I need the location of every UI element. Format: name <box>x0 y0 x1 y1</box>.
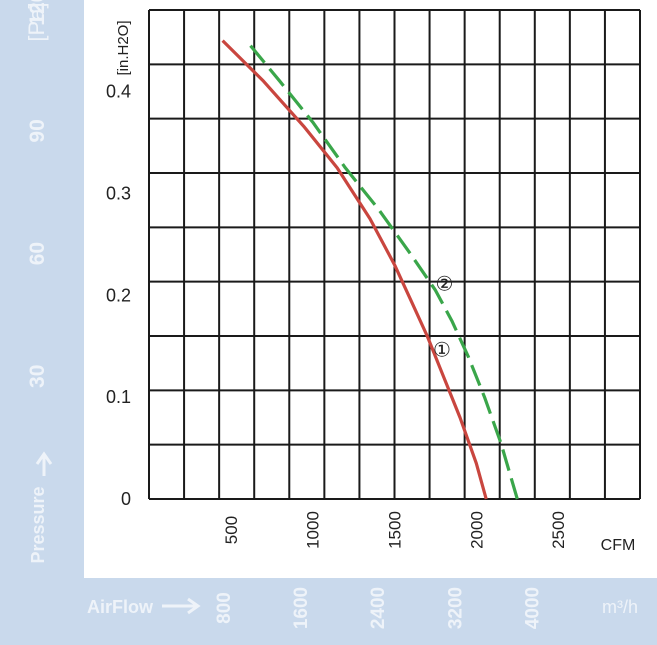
m3h-tick-label: 4000 <box>522 587 543 629</box>
grid <box>148 9 641 500</box>
inh2o-tick-label: 0.3 <box>106 183 131 203</box>
pressure-axis-title: Pressure <box>28 486 48 563</box>
inh2o-unit-label: [in.H2O] <box>115 20 132 75</box>
series-1-marker: ① <box>433 340 451 362</box>
plot-panel <box>84 0 657 578</box>
cfm-tick-label: 2500 <box>549 511 568 549</box>
pa-unit-label: [Pa] <box>24 2 49 41</box>
inh2o-tick-label: 0.2 <box>106 285 131 305</box>
airflow-axis-title: AirFlow <box>87 597 154 617</box>
cfm-tick-label: 1500 <box>386 511 405 549</box>
pa-tick-label: 60 <box>26 242 49 265</box>
pa-tick-label: 120 <box>26 0 49 26</box>
pa-tick-label: 90 <box>26 119 49 142</box>
m3h-tick-label: 3200 <box>445 587 466 629</box>
m3h-tick-label: 800 <box>214 592 235 624</box>
m3h-tick-label: 1600 <box>291 587 312 629</box>
axis-labels: [in.H2O] [Pa] CFM m³/h Pressure AirFlow … <box>24 0 638 629</box>
series-2-line <box>249 44 519 500</box>
series-layer <box>221 39 519 500</box>
cfm-tick-label: 2000 <box>467 511 486 549</box>
m3h-unit-label: m³/h <box>602 597 638 617</box>
inh2o-tick-label: 0.4 <box>106 82 131 102</box>
pa-tick-label: 30 <box>26 365 49 388</box>
cfm-tick-label: 1000 <box>304 511 323 549</box>
inh2o-tick-label: 0 <box>121 489 131 509</box>
m3h-tick-label: 2400 <box>368 587 389 629</box>
series-1-line <box>221 39 488 500</box>
cfm-unit-label: CFM <box>601 537 636 554</box>
cfm-tick-label: 500 <box>222 516 241 544</box>
airflow-arrow-icon <box>162 597 201 615</box>
inh2o-tick-label: 0.1 <box>106 387 131 407</box>
pressure-arrow-icon <box>35 451 53 476</box>
series-2-marker: ② <box>435 273 453 295</box>
